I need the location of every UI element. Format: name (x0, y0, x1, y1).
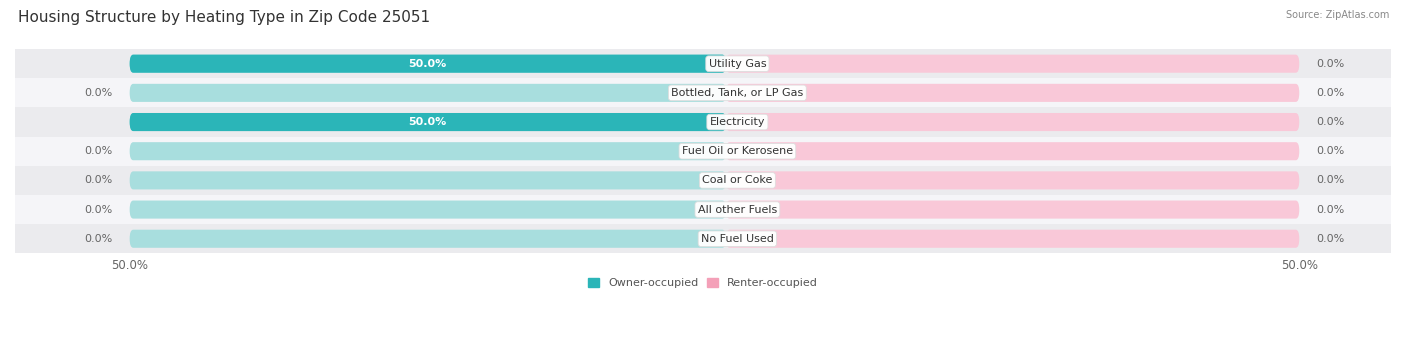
FancyBboxPatch shape (725, 55, 1299, 73)
Text: No Fuel Used: No Fuel Used (702, 234, 773, 244)
FancyBboxPatch shape (725, 142, 1299, 160)
Text: Housing Structure by Heating Type in Zip Code 25051: Housing Structure by Heating Type in Zip… (18, 10, 430, 25)
FancyBboxPatch shape (129, 55, 725, 73)
Text: Electricity: Electricity (710, 117, 765, 127)
FancyBboxPatch shape (725, 113, 1299, 131)
Text: Coal or Coke: Coal or Coke (702, 175, 772, 186)
Text: 0.0%: 0.0% (84, 175, 112, 186)
FancyBboxPatch shape (129, 142, 725, 160)
Text: 50.0%: 50.0% (409, 59, 447, 69)
Text: All other Fuels: All other Fuels (697, 205, 778, 214)
Bar (15, 224, 1391, 253)
Text: Utility Gas: Utility Gas (709, 59, 766, 69)
Bar (15, 78, 1391, 107)
Text: 50.0%: 50.0% (409, 117, 447, 127)
Text: 0.0%: 0.0% (1316, 234, 1344, 244)
Text: 0.0%: 0.0% (84, 234, 112, 244)
Bar (15, 107, 1391, 137)
Bar (15, 137, 1391, 166)
FancyBboxPatch shape (725, 230, 1299, 248)
Text: Bottled, Tank, or LP Gas: Bottled, Tank, or LP Gas (671, 88, 803, 98)
FancyBboxPatch shape (725, 84, 1299, 102)
Legend: Owner-occupied, Renter-occupied: Owner-occupied, Renter-occupied (583, 273, 823, 293)
FancyBboxPatch shape (725, 171, 1299, 190)
FancyBboxPatch shape (129, 230, 725, 248)
Text: 0.0%: 0.0% (1316, 59, 1344, 69)
Text: 0.0%: 0.0% (84, 205, 112, 214)
FancyBboxPatch shape (129, 171, 725, 190)
FancyBboxPatch shape (129, 201, 725, 219)
Text: 0.0%: 0.0% (1316, 117, 1344, 127)
Text: Fuel Oil or Kerosene: Fuel Oil or Kerosene (682, 146, 793, 156)
Text: 0.0%: 0.0% (84, 146, 112, 156)
Bar (15, 49, 1391, 78)
Text: 0.0%: 0.0% (1316, 146, 1344, 156)
Bar (15, 195, 1391, 224)
Text: 0.0%: 0.0% (1316, 88, 1344, 98)
FancyBboxPatch shape (129, 55, 725, 73)
FancyBboxPatch shape (129, 113, 725, 131)
Text: 0.0%: 0.0% (1316, 205, 1344, 214)
FancyBboxPatch shape (129, 84, 725, 102)
Text: 0.0%: 0.0% (84, 88, 112, 98)
Text: Source: ZipAtlas.com: Source: ZipAtlas.com (1285, 10, 1389, 20)
Text: 0.0%: 0.0% (1316, 175, 1344, 186)
FancyBboxPatch shape (725, 201, 1299, 219)
FancyBboxPatch shape (129, 113, 725, 131)
Bar (15, 166, 1391, 195)
